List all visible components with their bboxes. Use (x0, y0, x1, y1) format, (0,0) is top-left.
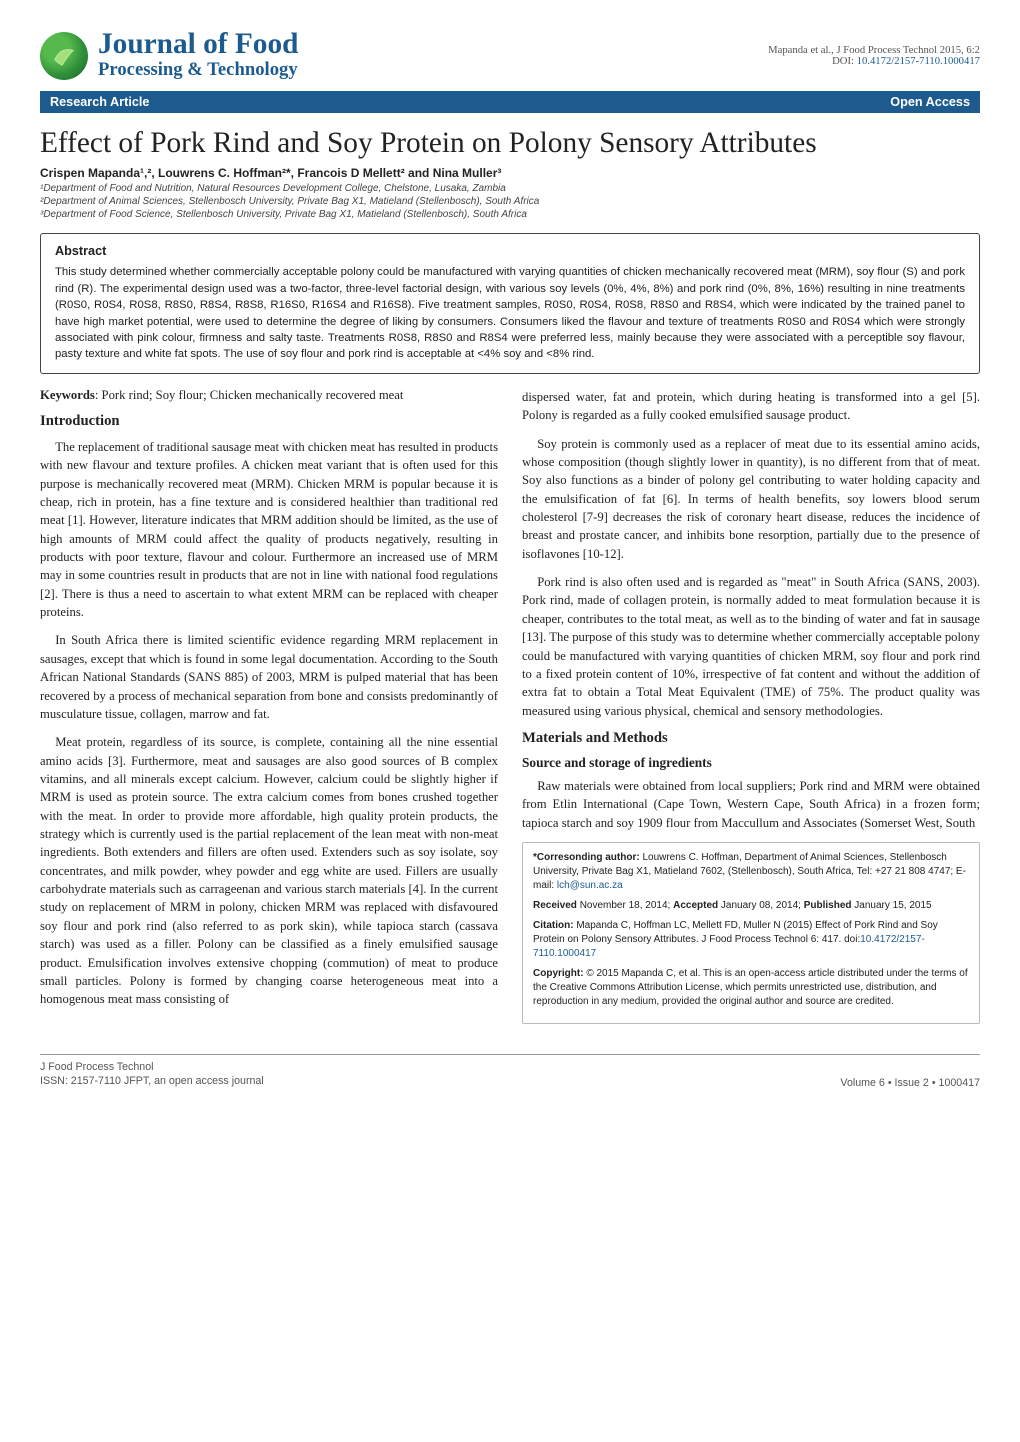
abstract-text: This study determined whether commercial… (55, 264, 965, 363)
affiliation-3: ³Department of Food Science, Stellenbosc… (40, 208, 980, 221)
article-type-ribbon: Research Article Open Access (40, 91, 980, 113)
rc-p1: dispersed water, fat and protein, which … (522, 388, 980, 425)
rc-p2: Soy protein is commonly used as a replac… (522, 435, 980, 564)
materials-heading: Materials and Methods (522, 730, 980, 747)
intro-p2: In South Africa there is limited scienti… (40, 631, 498, 723)
affiliation-2: ²Department of Animal Sciences, Stellenb… (40, 195, 980, 208)
doi-label: DOI: (832, 56, 854, 67)
corr-author-label: *Corresonding author: (533, 852, 640, 863)
materials-p1: Raw materials were obtained from local s… (522, 777, 980, 832)
citation-label: Citation: (533, 920, 574, 931)
authors-line: Crispen Mapanda¹,², Louwrens C. Hoffman²… (40, 166, 980, 180)
intro-p3: Meat protein, regardless of its source, … (40, 733, 498, 1008)
left-column: Keywords: Pork rind; Soy flour; Chicken … (40, 388, 498, 1024)
footer-issn: ISSN: 2157-7110 JFPT, an open access jou… (40, 1075, 264, 1089)
journal-title-block: Journal of Food Processing & Technology (98, 30, 298, 81)
header: Journal of Food Processing & Technology … (40, 30, 980, 85)
published-date: January 15, 2015 (852, 900, 932, 911)
journal-name: Journal of Food (98, 30, 298, 59)
ribbon-right: Open Access (890, 95, 970, 109)
citation-line: Mapanda et al., J Food Process Technol 2… (768, 45, 980, 56)
correspondence-box: *Corresonding author: Louwrens C. Hoffma… (522, 842, 980, 1024)
doi-link[interactable]: 10.4172/2157-7110.1000417 (857, 56, 980, 67)
accepted-date: January 08, 2014; (718, 900, 804, 911)
copyright-text: © 2015 Mapanda C, et al. This is an open… (533, 968, 968, 1007)
journal-subtitle: Processing & Technology (98, 59, 298, 81)
header-citation: Mapanda et al., J Food Process Technol 2… (768, 45, 980, 67)
rc-p3: Pork rind is also often used and is rega… (522, 573, 980, 720)
footer-left: J Food Process Technol ISSN: 2157-7110 J… (40, 1061, 264, 1089)
corr-email-link[interactable]: lch@sun.ac.za (557, 880, 623, 891)
copyright-label: Copyright: (533, 968, 584, 979)
logo-block: Journal of Food Processing & Technology (40, 30, 298, 81)
accepted-label: Accepted (673, 900, 718, 911)
keywords-label: Keywords (40, 388, 95, 402)
page-footer: J Food Process Technol ISSN: 2157-7110 J… (40, 1054, 980, 1089)
published-label: Published (804, 900, 852, 911)
keywords-line: Keywords: Pork rind; Soy flour; Chicken … (40, 388, 498, 403)
intro-p1: The replacement of traditional sausage m… (40, 438, 498, 622)
right-column: dispersed water, fat and protein, which … (522, 388, 980, 1024)
footer-journal: J Food Process Technol (40, 1061, 264, 1075)
affiliations: ¹Department of Food and Nutrition, Natur… (40, 182, 980, 221)
affiliation-1: ¹Department of Food and Nutrition, Natur… (40, 182, 980, 195)
introduction-heading: Introduction (40, 413, 498, 430)
ribbon-left: Research Article (50, 95, 149, 109)
article-title: Effect of Pork Rind and Soy Protein on P… (40, 127, 980, 160)
abstract-box: Abstract This study determined whether c… (40, 233, 980, 374)
footer-volume: Volume 6 • Issue 2 • 1000417 (840, 1077, 980, 1089)
journal-logo-icon (40, 32, 88, 80)
body-columns: Keywords: Pork rind; Soy flour; Chicken … (40, 388, 980, 1024)
keywords-text: : Pork rind; Soy flour; Chicken mechanic… (95, 388, 404, 402)
materials-subheading: Source and storage of ingredients (522, 755, 980, 771)
received-date: November 18, 2014; (577, 900, 673, 911)
received-label: Received (533, 900, 577, 911)
abstract-label: Abstract (55, 244, 965, 258)
